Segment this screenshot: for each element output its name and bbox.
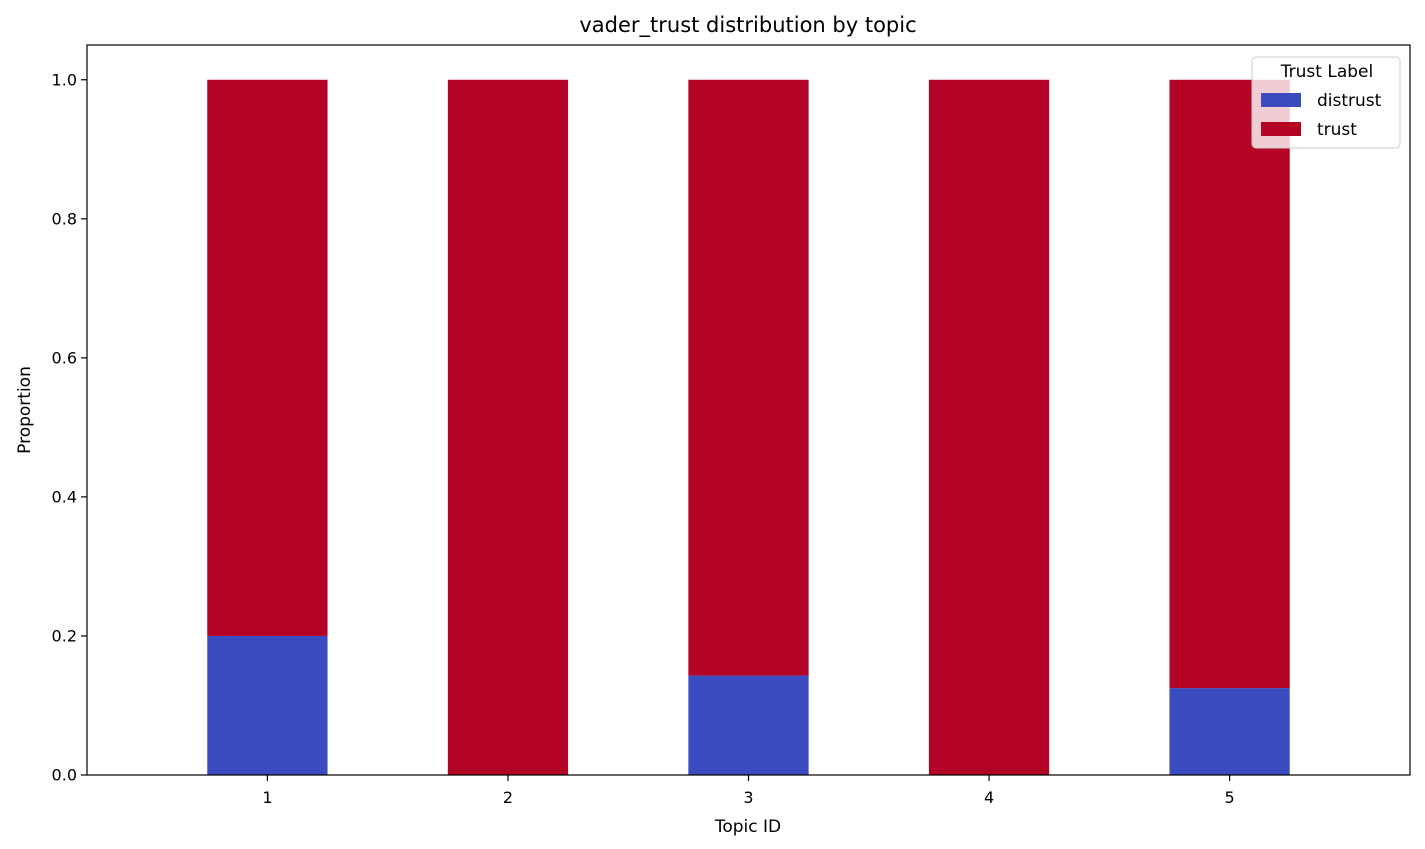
legend-title: Trust Label bbox=[1280, 62, 1373, 82]
y-tick-label: 0.8 bbox=[52, 209, 77, 228]
x-axis: 1 2 3 4 5 bbox=[262, 775, 1235, 807]
x-tick-label: 4 bbox=[984, 788, 994, 807]
bars-layer bbox=[207, 79, 1290, 775]
x-tick-label: 5 bbox=[1224, 788, 1234, 807]
y-tick-label: 0.4 bbox=[52, 487, 77, 506]
y-tick-label: 0.6 bbox=[52, 348, 77, 367]
bar-trust-topic-5 bbox=[1169, 79, 1290, 689]
x-axis-label: Topic ID bbox=[714, 817, 781, 837]
bar-distrust-topic-1 bbox=[207, 635, 328, 775]
bar-trust-topic-2 bbox=[447, 79, 569, 775]
x-tick-label: 1 bbox=[262, 788, 272, 807]
bar-trust-topic-3 bbox=[688, 79, 809, 676]
bar-distrust-topic-5 bbox=[1169, 688, 1290, 775]
legend: Trust Label distrust trust bbox=[1251, 56, 1401, 149]
x-tick-label: 2 bbox=[503, 788, 513, 807]
legend-swatch-trust bbox=[1261, 122, 1301, 136]
y-tick-label: 0.2 bbox=[52, 626, 77, 645]
y-tick-label: 1.0 bbox=[52, 70, 77, 89]
y-axis: 0.0 0.2 0.4 0.6 0.8 1.0 bbox=[52, 70, 87, 785]
bar-distrust-topic-3 bbox=[688, 675, 809, 775]
x-tick-label: 3 bbox=[743, 788, 753, 807]
legend-label-trust: trust bbox=[1317, 120, 1357, 140]
y-tick-label: 0.0 bbox=[52, 766, 77, 785]
legend-label-distrust: distrust bbox=[1317, 91, 1382, 111]
y-axis-label: Proportion bbox=[15, 366, 35, 454]
bar-trust-topic-1 bbox=[207, 79, 328, 636]
chart-title: vader_trust distribution by topic bbox=[579, 13, 916, 38]
bar-trust-topic-4 bbox=[928, 79, 1050, 775]
legend-swatch-distrust bbox=[1261, 93, 1301, 107]
